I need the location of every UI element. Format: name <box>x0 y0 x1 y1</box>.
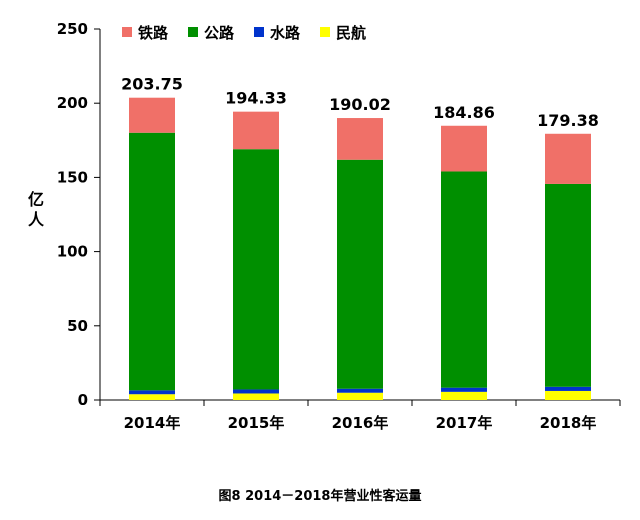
bar-segment <box>545 133 591 184</box>
legend-swatch <box>122 27 132 37</box>
legend-label: 民航 <box>336 24 366 42</box>
total-label: 203.75 <box>121 75 183 94</box>
bar-segment <box>233 111 279 150</box>
bar-segment <box>129 132 175 391</box>
bar-segment <box>129 394 175 400</box>
y-tick-label: 50 <box>67 317 88 335</box>
y-tick-label: 100 <box>57 243 88 261</box>
x-axis: 2014年 2015年 2016年 2017年 2018年 <box>99 399 621 432</box>
x-tick-label: 2016年 <box>332 414 389 432</box>
x-tick-label: 2017年 <box>436 414 493 432</box>
total-labels: 203.75 194.33 190.02 184.86 179.38 <box>121 75 599 130</box>
bar-segment <box>129 97 175 133</box>
x-tick-label: 2018年 <box>540 414 597 432</box>
legend-label: 水路 <box>270 24 301 42</box>
bar-segment <box>441 391 487 400</box>
bar-segment <box>129 390 175 395</box>
bar-segment <box>545 390 591 400</box>
bar-segment <box>233 389 279 394</box>
bar-segment <box>337 118 383 160</box>
y-axis-label: 亿人 <box>28 190 45 229</box>
legend-swatch <box>254 27 264 37</box>
bar-segment <box>441 125 487 172</box>
total-label: 194.33 <box>225 89 287 108</box>
legend-label: 铁路 <box>138 24 169 42</box>
bar-segment <box>441 387 487 392</box>
x-tick-label: 2015年 <box>228 414 285 432</box>
bar-segment <box>337 388 383 393</box>
figure-caption: 图8 2014－2018年营业性客运量 <box>219 488 422 504</box>
x-tick-label: 2014年 <box>124 414 181 432</box>
y-axis: 0 50 100 150 200 250 <box>57 20 101 409</box>
bar-segment <box>441 171 487 388</box>
bar-segment <box>337 392 383 400</box>
legend-label: 公路 <box>204 24 235 42</box>
legend-swatch <box>188 27 198 37</box>
y-tick-label: 200 <box>57 94 88 112</box>
bars <box>129 97 591 400</box>
bar-segment <box>337 159 383 389</box>
bar-segment <box>233 393 279 400</box>
legend: 铁路 公路 水路 民航 <box>122 24 366 42</box>
total-label: 184.86 <box>433 103 495 122</box>
total-label: 190.02 <box>329 95 391 114</box>
y-tick-label: 150 <box>57 168 88 186</box>
total-label: 179.38 <box>537 111 599 130</box>
bar-segment <box>545 183 591 387</box>
y-tick-label: 250 <box>57 20 88 38</box>
bar-segment <box>233 149 279 390</box>
y-tick-label: 0 <box>78 391 88 409</box>
bar-segment <box>545 386 591 391</box>
legend-swatch <box>320 27 330 37</box>
